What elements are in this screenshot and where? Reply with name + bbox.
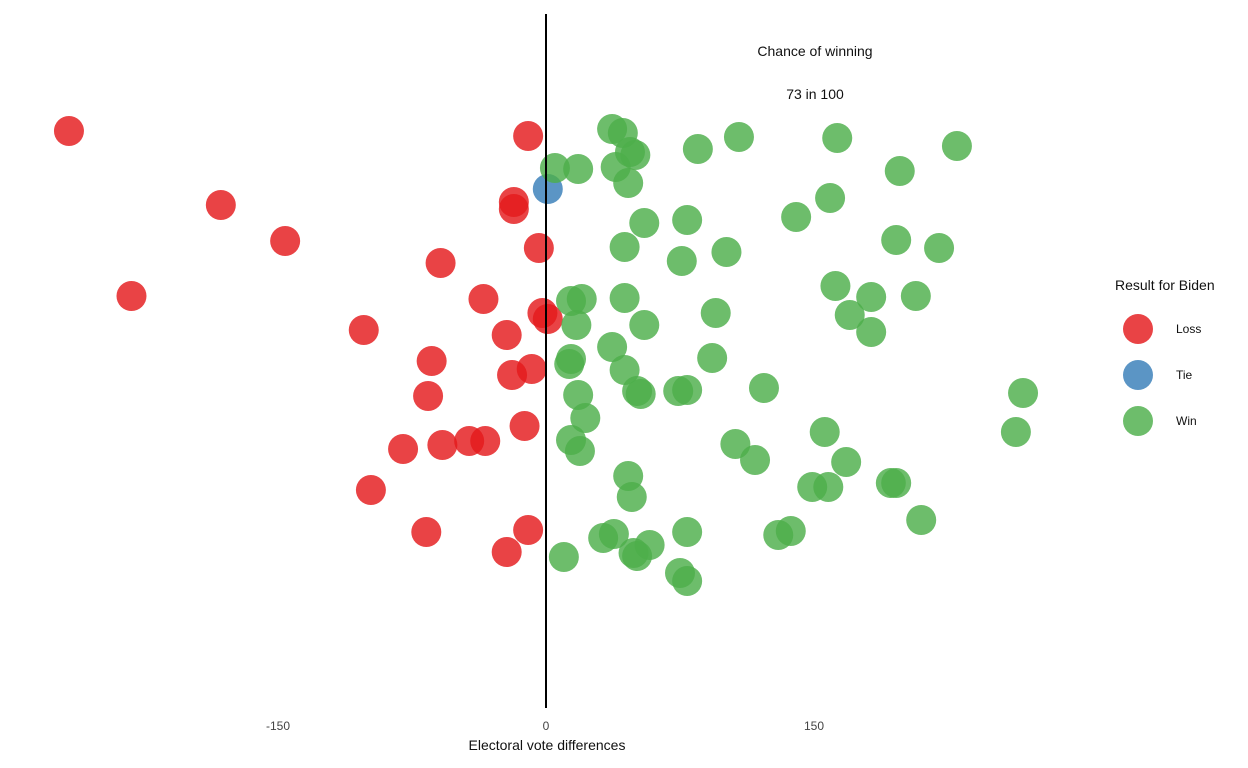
x-tick-label: -150 (266, 719, 290, 733)
point-win (672, 205, 703, 235)
point-win (881, 225, 912, 255)
annotation-chance-value: 73 in 100 (786, 86, 844, 102)
point-win (564, 436, 595, 466)
point-win (554, 349, 585, 379)
legend: Result for Biden Loss Tie Win (1115, 277, 1215, 436)
point-win (775, 516, 806, 546)
point-loss (427, 430, 458, 460)
legend-key-loss (1123, 314, 1153, 344)
points-layer (53, 114, 1039, 596)
point-win (831, 447, 862, 477)
point-loss (468, 284, 499, 314)
point-win (900, 281, 931, 311)
point-win (924, 233, 955, 263)
point-win (1008, 378, 1039, 408)
point-loss (491, 320, 522, 350)
point-win (561, 310, 592, 340)
point-loss (388, 434, 419, 464)
point-win (781, 202, 812, 232)
point-win (666, 246, 697, 276)
point-win (629, 208, 660, 238)
point-win (884, 156, 915, 186)
point-loss (470, 426, 501, 456)
point-loss (523, 233, 554, 263)
point-loss (205, 190, 236, 220)
point-win (748, 373, 779, 403)
point-win (620, 140, 651, 170)
point-win (813, 472, 844, 502)
point-win (672, 375, 703, 405)
point-win (539, 153, 570, 183)
point-loss (416, 346, 447, 376)
legend-title: Result for Biden (1115, 277, 1215, 293)
point-win (672, 566, 703, 596)
point-win (740, 445, 771, 475)
point-loss (348, 315, 379, 345)
point-loss (513, 515, 544, 545)
legend-label-win: Win (1176, 414, 1197, 428)
legend-key-win (1123, 406, 1153, 436)
point-win (625, 379, 656, 409)
point-win (834, 300, 865, 330)
legend-key-tie (1123, 360, 1153, 390)
point-win (634, 530, 665, 560)
legend-label-loss: Loss (1176, 322, 1201, 336)
point-win (856, 317, 887, 347)
point-win (697, 343, 728, 373)
point-win (613, 168, 644, 198)
annotation-chance-label: Chance of winning (757, 43, 872, 59)
point-win (822, 123, 853, 153)
point-loss (425, 248, 456, 278)
point-win (809, 417, 840, 447)
point-loss (413, 381, 444, 411)
point-win (616, 482, 647, 512)
point-win (1000, 417, 1031, 447)
point-loss (491, 537, 522, 567)
point-loss (516, 354, 547, 384)
point-win (629, 310, 660, 340)
point-loss (498, 194, 529, 224)
point-loss (116, 281, 147, 311)
point-win (609, 283, 640, 313)
point-win (906, 505, 937, 535)
point-win (566, 284, 597, 314)
point-win (815, 183, 846, 213)
point-loss (411, 517, 442, 547)
point-win (820, 271, 851, 301)
point-loss (509, 411, 540, 441)
x-axis-label: Electoral vote differences (469, 737, 626, 753)
point-win (682, 134, 713, 164)
point-win (598, 519, 629, 549)
point-loss (355, 475, 386, 505)
point-loss (53, 116, 84, 146)
point-loss (270, 226, 301, 256)
point-win (723, 122, 754, 152)
point-win (563, 154, 594, 184)
point-win (672, 517, 703, 547)
point-win (570, 403, 601, 433)
point-win (700, 298, 731, 328)
point-win (941, 131, 972, 161)
point-win (881, 468, 912, 498)
legend-label-tie: Tie (1176, 368, 1193, 382)
point-win (597, 332, 628, 362)
point-win (856, 282, 887, 312)
x-axis-ticks: -150 0 150 (266, 719, 824, 733)
point-win (563, 380, 594, 410)
x-tick-label: 150 (804, 719, 824, 733)
point-win (711, 237, 742, 267)
point-win (548, 542, 579, 572)
point-win (609, 232, 640, 262)
x-tick-label: 0 (543, 719, 550, 733)
point-loss (532, 304, 563, 334)
point-loss (513, 121, 544, 151)
